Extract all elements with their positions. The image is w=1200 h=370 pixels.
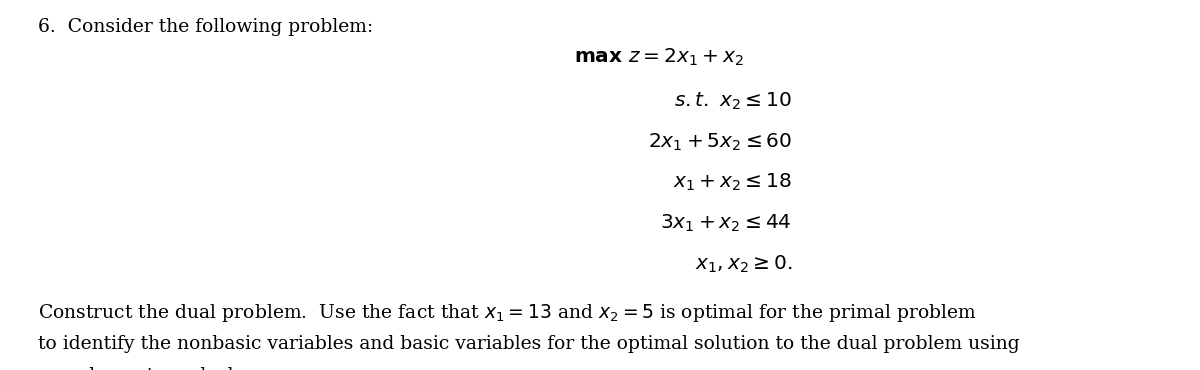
Text: to identify the nonbasic variables and basic variables for the optimal solution : to identify the nonbasic variables and b… <box>38 335 1020 353</box>
Text: complementary slackness.: complementary slackness. <box>38 367 288 370</box>
Text: $\mathbf{max}\ z = 2x_1 + x_2$: $\mathbf{max}\ z = 2x_1 + x_2$ <box>575 46 744 68</box>
Text: $x_1 + x_2 \leq 18$: $x_1 + x_2 \leq 18$ <box>673 172 792 194</box>
Text: $2x_1 + 5x_2 \leq 60$: $2x_1 + 5x_2 \leq 60$ <box>648 131 792 153</box>
Text: 6.  Consider the following problem:: 6. Consider the following problem: <box>38 18 373 37</box>
Text: $s.t.\ x_2 \leq 10$: $s.t.\ x_2 \leq 10$ <box>674 91 792 112</box>
Text: Construct the dual problem.  Use the fact that $x_1 = 13$ and $x_2 = 5$ is optim: Construct the dual problem. Use the fact… <box>38 302 977 323</box>
Text: $x_1, x_2 \geq 0.$: $x_1, x_2 \geq 0.$ <box>695 253 792 275</box>
Text: $3x_1 + x_2 \leq 44$: $3x_1 + x_2 \leq 44$ <box>660 213 792 234</box>
